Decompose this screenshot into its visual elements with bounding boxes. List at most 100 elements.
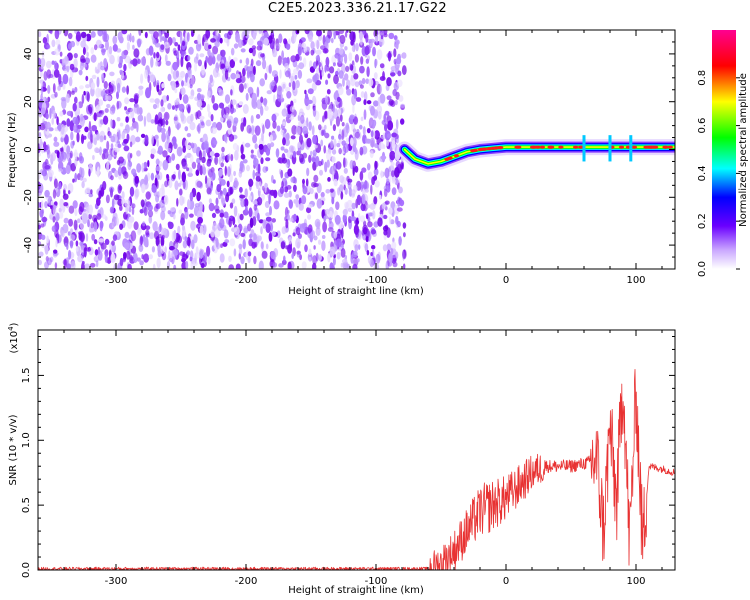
noise-speck — [199, 53, 205, 58]
noise-speck — [268, 193, 271, 205]
noise-speck — [336, 96, 341, 103]
noise-speck — [164, 54, 168, 63]
noise-speck — [333, 74, 339, 85]
spectrogram-y-tick-label: 40 — [23, 48, 34, 61]
noise-speck — [124, 129, 127, 135]
noise-speck — [329, 246, 336, 257]
noise-speck — [186, 250, 191, 256]
noise-speck — [307, 224, 313, 235]
noise-speck — [303, 45, 308, 53]
noise-speck — [131, 35, 135, 43]
noise-speck — [363, 99, 367, 106]
noise-speck — [124, 242, 130, 250]
noise-speck — [187, 199, 191, 210]
noise-speck — [68, 157, 72, 168]
noise-speck — [94, 44, 98, 51]
noise-speck — [61, 230, 65, 238]
noise-speck — [79, 85, 84, 90]
noise-speck — [295, 126, 301, 136]
noise-speck — [260, 226, 263, 235]
noise-speck — [174, 243, 179, 249]
noise-speck — [79, 113, 84, 122]
noise-speck — [167, 103, 172, 110]
noise-speck — [170, 207, 176, 213]
noise-speck — [362, 224, 368, 234]
noise-speck — [181, 261, 187, 269]
noise-speck — [187, 55, 191, 61]
noise-speck — [53, 69, 60, 78]
noise-speck — [386, 77, 392, 87]
noise-speck — [379, 85, 383, 94]
noise-speck — [38, 132, 42, 138]
noise-speck — [130, 126, 134, 131]
noise-speck — [99, 135, 104, 143]
noise-speck — [129, 98, 135, 103]
noise-speck — [51, 39, 56, 48]
noise-speck — [227, 127, 233, 135]
noise-speck — [87, 219, 90, 228]
noise-speck — [388, 32, 395, 40]
noise-speck — [292, 232, 296, 237]
spectrogram-x-tick-label: 0 — [503, 275, 509, 286]
noise-speck — [105, 39, 109, 51]
noise-speck — [156, 150, 163, 155]
noise-speck — [236, 103, 239, 109]
noise-speck — [333, 178, 338, 187]
noise-speck — [40, 200, 44, 210]
noise-speck — [191, 161, 197, 169]
noise-speck — [389, 150, 396, 161]
noise-speck — [338, 139, 343, 144]
noise-speck — [194, 203, 201, 208]
noise-speck — [243, 227, 248, 234]
noise-speck — [184, 126, 189, 132]
noise-speck — [290, 135, 296, 140]
noise-speck — [295, 53, 300, 62]
noise-speck — [343, 157, 346, 169]
noise-speck — [394, 167, 400, 178]
snr-multiplier-label: (x104) — [7, 322, 20, 353]
noise-speck — [71, 90, 75, 95]
noise-speck — [89, 106, 93, 114]
noise-speck — [126, 41, 130, 51]
noise-speck — [62, 73, 69, 85]
noise-speck — [269, 189, 276, 196]
noise-speck — [265, 243, 269, 250]
noise-speck — [403, 232, 406, 238]
noise-speck — [369, 137, 376, 148]
noise-speck — [343, 126, 349, 138]
noise-speck — [47, 96, 51, 103]
noise-speck — [96, 166, 100, 178]
noise-speck — [358, 244, 361, 250]
noise-speck — [393, 48, 397, 58]
noise-speck — [194, 251, 200, 259]
noise-speck — [148, 215, 153, 224]
noise-speck — [387, 120, 394, 131]
noise-speck — [338, 108, 342, 118]
noise-speck — [262, 98, 268, 106]
noise-speck — [324, 111, 328, 119]
noise-speck — [101, 48, 106, 56]
noise-speck — [299, 134, 303, 145]
noise-speck — [156, 80, 160, 86]
colorbar-tick-label: 0.0 — [697, 261, 708, 277]
noise-speck — [262, 185, 265, 191]
noise-speck — [54, 201, 58, 207]
noise-speck — [82, 213, 88, 224]
noise-speck — [283, 192, 290, 198]
noise-speck — [159, 187, 164, 198]
noise-speck — [141, 254, 144, 260]
noise-speck — [106, 140, 110, 151]
noise-speck — [177, 235, 182, 244]
noise-speck — [54, 48, 60, 56]
noise-speck — [38, 240, 42, 247]
noise-speck — [148, 45, 154, 56]
noise-speck — [332, 149, 337, 155]
noise-speck — [78, 152, 83, 162]
noise-speck — [384, 167, 390, 179]
noise-speck — [46, 33, 49, 45]
noise-speck — [384, 123, 388, 132]
noise-speck — [370, 105, 375, 116]
noise-speck — [226, 153, 230, 161]
noise-speck — [321, 240, 326, 252]
noise-speck — [59, 211, 64, 219]
